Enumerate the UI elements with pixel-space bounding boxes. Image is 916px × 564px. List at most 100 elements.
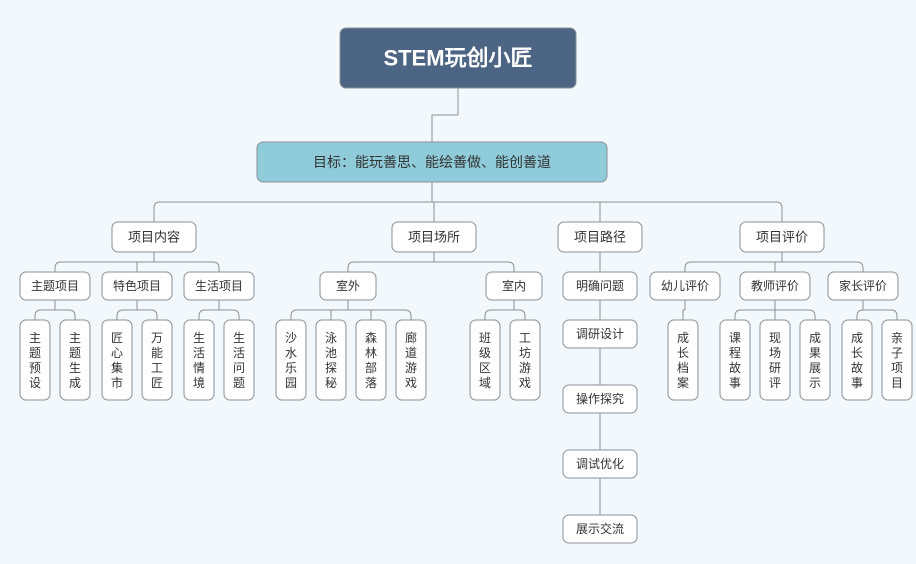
node-l_sl_bl: 森林部落 — [356, 320, 386, 400]
node-label: 廊 — [405, 330, 417, 345]
node-label: 示 — [809, 376, 821, 390]
node-c4s2: 教师评价 — [740, 272, 810, 300]
node-l_sh_qj: 生活情境 — [184, 320, 214, 400]
node-label: 市 — [111, 375, 123, 390]
node-label: 落 — [365, 376, 377, 390]
node-label: 坊 — [519, 345, 531, 360]
node-l_ss_ly: 沙水乐园 — [276, 320, 306, 400]
node-label: 生 — [233, 331, 245, 345]
node-label: 主 — [69, 331, 81, 345]
node-label: 生活项目 — [195, 279, 243, 293]
node-label: 戏 — [405, 376, 417, 390]
node-label: 级 — [479, 346, 491, 360]
node-label: 题 — [233, 376, 245, 390]
node-l_bj_qy: 班级区域 — [470, 320, 500, 400]
node-l_zt_ys: 主题预设 — [20, 320, 50, 400]
node-label: 园 — [285, 376, 297, 390]
node-l_tsyh: 调试优化 — [563, 450, 637, 478]
node-l_sh_wt: 生活问题 — [224, 320, 254, 400]
node-cat3: 项目路径 — [558, 222, 642, 252]
node-label: 泳 — [325, 331, 337, 345]
node-label: 事 — [851, 376, 863, 390]
node-label: 匠 — [111, 331, 123, 345]
node-label: 场 — [769, 346, 781, 360]
node-label: 项目场所 — [408, 230, 460, 245]
node-label: 家长评价 — [839, 278, 887, 293]
node-cat4: 项目评价 — [740, 222, 824, 252]
node-label: 现 — [769, 331, 781, 345]
node-l_dyj: 调研设计 — [563, 320, 637, 348]
node-label: 操作探究 — [576, 391, 624, 406]
node-l_zt_sc: 主题生成 — [60, 320, 90, 400]
node-c4s3: 家长评价 — [828, 272, 898, 300]
node-c1s1: 主题项目 — [20, 272, 90, 300]
node-label: 亲 — [891, 331, 903, 345]
node-label: 项目路径 — [574, 230, 626, 245]
node-label: 事 — [729, 376, 741, 390]
node-label: 域 — [479, 376, 491, 390]
node-label: 沙 — [285, 331, 297, 345]
node-label: 预 — [29, 361, 41, 375]
node-label: 明确问题 — [576, 279, 624, 293]
node-label: 目 — [891, 376, 903, 390]
node-label: 案 — [677, 375, 689, 390]
node-label: 展示交流 — [576, 521, 624, 536]
node-l_cz_da: 成长档案 — [668, 320, 698, 400]
node-label: 情 — [193, 361, 205, 375]
node-label: 果 — [809, 346, 821, 360]
node-goal: 目标：能玩善思、能绘善做、能创善道 — [257, 142, 607, 182]
node-label: 长 — [677, 346, 689, 360]
node-l_kc_gs: 课程故事 — [720, 320, 750, 400]
node-label: 秘 — [325, 376, 337, 390]
node-label: 工 — [151, 361, 163, 375]
node-l_xc_yp: 现场研评 — [760, 320, 790, 400]
node-label: 子 — [891, 346, 903, 360]
node-label: 题 — [69, 346, 81, 360]
node-label: 档 — [677, 361, 689, 375]
node-label: 成 — [809, 331, 821, 345]
node-label: 主题项目 — [31, 279, 79, 293]
node-label: 水 — [285, 346, 297, 360]
node-label: 研 — [769, 361, 781, 375]
node-label: 区 — [479, 361, 491, 375]
node-label: 室内 — [502, 278, 526, 293]
node-label: 室外 — [336, 278, 360, 293]
node-label: 特色项目 — [113, 278, 161, 293]
node-label: 展 — [809, 361, 821, 375]
node-label: 生 — [69, 361, 81, 375]
node-c1s2: 特色项目 — [102, 272, 172, 300]
node-l_yc_tm: 泳池探秘 — [316, 320, 346, 400]
node-label: 匠 — [151, 376, 163, 390]
node-label: 课 — [729, 331, 741, 345]
node-label: 问 — [233, 361, 245, 375]
node-label: 幼儿评价 — [661, 279, 709, 293]
node-label: 故 — [729, 360, 741, 375]
node-label: 游 — [519, 361, 531, 375]
node-label: 活 — [193, 346, 205, 360]
node-label: 调试优化 — [576, 456, 624, 471]
node-label: 集 — [111, 360, 123, 375]
node-l_qz_xm: 亲子项目 — [882, 320, 912, 400]
node-label: 班 — [479, 331, 491, 345]
org-chart-diagram: STEM玩创小匠目标：能玩善思、能绘善做、能创善道项目内容项目场所项目路径项目评… — [0, 0, 916, 564]
node-label: 工 — [519, 331, 531, 345]
node-l_czjt: 操作探究 — [563, 385, 637, 413]
node-label: 活 — [233, 346, 245, 360]
node-c2s2: 室内 — [486, 272, 542, 300]
node-label: 成 — [69, 376, 81, 390]
node-label: 境 — [193, 375, 205, 390]
node-label: 主 — [29, 331, 41, 345]
node-label: 项 — [891, 361, 903, 375]
node-label: 心 — [111, 346, 123, 360]
node-label: 长 — [851, 346, 863, 360]
node-label: 评 — [769, 376, 781, 390]
node-label: 调研设计 — [576, 327, 624, 341]
node-label: 游 — [405, 361, 417, 375]
node-label: STEM玩创小匠 — [383, 46, 532, 71]
node-c3s1: 明确问题 — [563, 272, 637, 300]
node-root: STEM玩创小匠 — [340, 28, 576, 88]
node-label: 部 — [365, 360, 377, 375]
node-label: 目标：能玩善思、能绘善做、能创善道 — [313, 154, 551, 170]
node-l_gf_yx: 工坊游戏 — [510, 320, 540, 400]
node-label: 池 — [325, 346, 337, 360]
